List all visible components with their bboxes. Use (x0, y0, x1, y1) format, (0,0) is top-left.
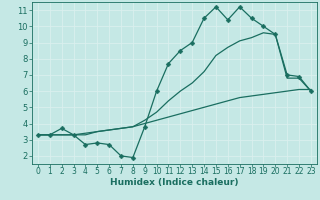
X-axis label: Humidex (Indice chaleur): Humidex (Indice chaleur) (110, 178, 239, 187)
